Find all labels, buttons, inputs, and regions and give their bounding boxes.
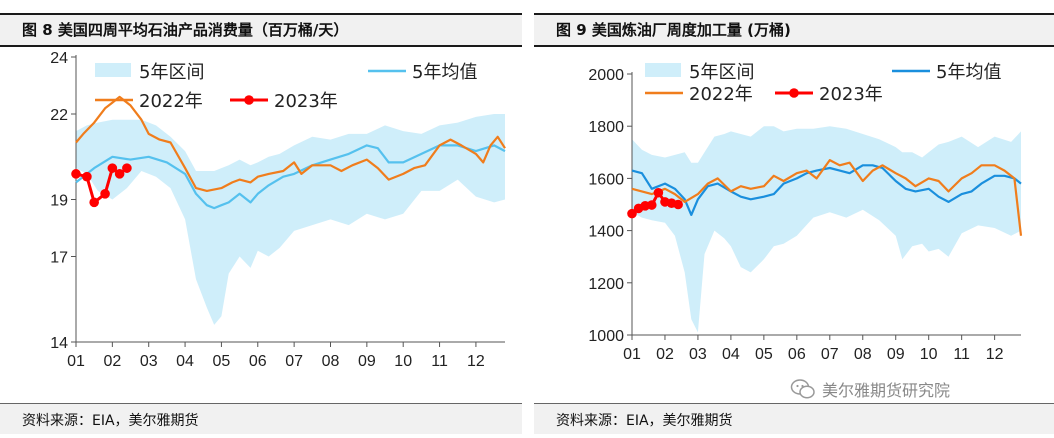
x-tick-label: 06: [788, 346, 806, 363]
x-tick-label: 02: [103, 353, 121, 370]
chart-title-bar: 图 8 美国四周平均石油产品消费量（百万桶/天）: [0, 13, 522, 47]
x-tick-label: 07: [285, 353, 303, 370]
x-tick-label: 10: [920, 346, 938, 363]
chart-panel-consumption: 图 8 美国四周平均石油产品消费量（百万桶/天） 14 17 19 22 24 01 02 0…: [0, 0, 522, 438]
y-tick-label: 1200: [588, 276, 624, 293]
data-point-2023: [107, 163, 118, 173]
chart-title: 图 8 美国四周平均石油产品消费量（百万桶/天）: [22, 21, 349, 39]
x-tick-label: 08: [322, 353, 340, 370]
legend-marker-2023: [244, 95, 254, 105]
series-line-mean: [75, 144, 506, 210]
legend-label: 2022年: [139, 91, 203, 112]
legend-label: 5年均值: [412, 62, 477, 83]
data-point-2023: [114, 169, 125, 179]
wechat-icon: [790, 379, 815, 399]
x-tick-label: 12: [467, 353, 485, 370]
source-bar: 资料来源：EIA，美尔雅期货: [0, 403, 522, 434]
x-tick-label: 09: [358, 353, 376, 370]
x-tick-label: 06: [249, 353, 267, 370]
chart-title: 图 9 美国炼油厂周度加工量 (万桶): [556, 21, 791, 39]
legend-swatch-band: [95, 63, 131, 77]
range-band: [632, 126, 1021, 333]
x-tick-label: 10: [394, 353, 412, 370]
y-tick-label: 1800: [588, 119, 624, 136]
data-point-2023: [82, 171, 92, 182]
y-tick-label: 2000: [588, 67, 624, 84]
watermark-text: 美尔雅期货研究院: [822, 381, 951, 400]
legend-label: 2023年: [819, 84, 883, 105]
y-tick-label: 1600: [588, 171, 624, 188]
x-tick-label: 11: [953, 346, 970, 363]
legend-label: 2022年: [689, 84, 753, 105]
refinery-chart: 1000 1200 1400 1600 1800 2000 01 02 03 04 05 06 07 08…: [588, 62, 1023, 363]
y-tick-label: 1000: [588, 328, 624, 345]
y-tick-label: 14: [50, 335, 68, 352]
y-tick-label: 24: [50, 50, 68, 67]
data-point-2023: [673, 199, 683, 210]
x-tick-label: 07: [821, 346, 839, 363]
x-tick-label: 09: [887, 346, 905, 363]
series-line-y2022: [75, 95, 506, 192]
legend-label: 2023年: [274, 91, 338, 112]
legend-label: 5年区间: [139, 62, 204, 83]
x-tick-label: 02: [656, 346, 674, 363]
x-tick-label: 11: [431, 353, 448, 370]
x-tick-label: 01: [623, 346, 641, 363]
data-point-2023: [100, 189, 110, 199]
chart-panel-refinery: 图 9 美国炼油厂周度加工量 (万桶) 1000 1200 1400 1600 1800…: [534, 0, 1054, 438]
x-tick-label: 12: [986, 346, 1004, 363]
legend-marker-2023: [789, 88, 799, 98]
x-tick-label: 01: [67, 353, 85, 370]
y-tick-label: 19: [50, 193, 68, 210]
x-tick-label: 05: [213, 353, 231, 370]
data-point-2023: [627, 208, 637, 219]
x-tick-label: 08: [854, 346, 872, 363]
legend-label: 5年区间: [689, 62, 754, 83]
x-tick-label: 05: [755, 346, 773, 363]
data-point-2023: [122, 163, 132, 173]
x-tick-label: 03: [140, 353, 158, 370]
series-line-y2022: [631, 158, 1023, 236]
source-note: 资料来源：EIA，美尔雅期货: [556, 413, 733, 429]
x-tick-label: 04: [176, 353, 194, 370]
data-point-2023: [653, 187, 664, 198]
watermark: 美尔雅期货研究院: [790, 376, 950, 402]
y-tick-label: 1400: [588, 224, 624, 241]
x-tick-label: 03: [689, 346, 707, 363]
y-tick-label: 22: [50, 107, 68, 124]
legend-label: 5年均值: [936, 62, 1001, 83]
consumption-chart: 14 17 19 22 24 01 02 03 04 05 06 07 08 09 10 11 12 5年区间 5年…: [50, 50, 506, 370]
y-tick-label: 17: [50, 250, 68, 267]
x-tick-label: 04: [722, 346, 740, 363]
data-point-2023: [71, 169, 81, 179]
data-point-2023: [646, 200, 657, 210]
source-bar: 资料来源：EIA，美尔雅期货: [534, 403, 1054, 434]
chart-title-bar: 图 9 美国炼油厂周度加工量 (万桶): [534, 13, 1054, 47]
source-note: 资料来源：EIA，美尔雅期货: [22, 413, 199, 429]
legend-swatch-band: [645, 63, 681, 77]
data-point-2023: [89, 197, 99, 208]
